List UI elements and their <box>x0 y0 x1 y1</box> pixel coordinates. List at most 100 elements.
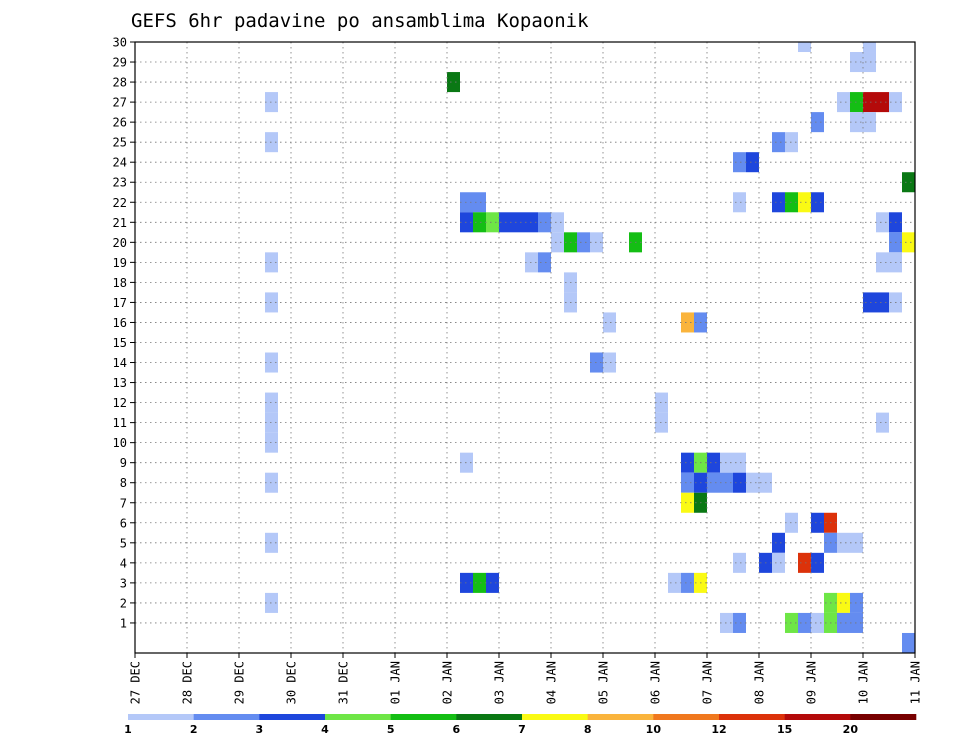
colorbar-label: 10 <box>646 723 662 736</box>
precip-cell <box>876 92 889 113</box>
x-tick-label: 05 JAN <box>597 661 611 704</box>
precip-cell <box>811 112 824 133</box>
y-tick-label: 12 <box>113 396 127 410</box>
precip-cell <box>876 252 889 273</box>
precip-cell <box>603 352 616 373</box>
precip-cell <box>837 592 850 613</box>
y-tick-label: 20 <box>113 236 127 250</box>
precip-cell <box>772 552 785 573</box>
colorbar-swatch <box>850 714 917 720</box>
precip-cell <box>876 212 889 233</box>
precip-cell <box>863 112 876 133</box>
precip-cell <box>603 312 616 333</box>
precip-cell <box>733 192 746 213</box>
precip-cell <box>733 472 746 493</box>
colorbar-swatch <box>259 714 326 720</box>
precip-cell <box>876 292 889 313</box>
x-tick-label: 07 JAN <box>701 661 715 704</box>
precip-cell <box>538 212 551 233</box>
grid-lines <box>135 42 915 653</box>
precip-cell <box>902 632 915 653</box>
precip-cell <box>876 412 889 433</box>
precip-cell <box>837 612 850 633</box>
precip-cell <box>681 312 694 333</box>
y-tick-label: 26 <box>113 116 127 130</box>
y-tick-label: 29 <box>113 56 127 70</box>
colorbar-swatch <box>390 714 457 720</box>
precipitation-cells <box>265 42 915 653</box>
precip-cell <box>811 552 824 573</box>
y-tick-label: 14 <box>113 356 127 370</box>
colorbar-label: 3 <box>256 723 264 736</box>
y-tick-label: 8 <box>120 476 127 490</box>
precip-cell <box>447 72 460 93</box>
y-axis: 1234567891011121314151617181920212223242… <box>113 36 135 630</box>
y-tick-label: 2 <box>120 596 127 610</box>
y-tick-label: 28 <box>113 76 127 90</box>
colorbar-label: 4 <box>321 723 329 736</box>
precip-cell <box>798 552 811 573</box>
precip-cell <box>772 132 785 153</box>
precip-cell <box>772 532 785 553</box>
x-tick-label: 03 JAN <box>493 661 507 704</box>
colorbar-swatch <box>128 714 194 720</box>
precip-cell <box>681 472 694 493</box>
precip-cell <box>902 172 915 193</box>
y-tick-label: 1 <box>120 616 127 630</box>
precip-cell <box>863 292 876 313</box>
y-tick-label: 25 <box>113 136 127 150</box>
precip-cell <box>811 612 824 633</box>
colorbar-swatch <box>193 714 260 720</box>
colorbar-label: 20 <box>843 723 859 736</box>
x-tick-label: 09 JAN <box>805 661 819 704</box>
y-tick-label: 10 <box>113 436 127 450</box>
chart-title: GEFS 6hr padavine po ansamblima Kopaonik <box>131 10 589 32</box>
precip-cell <box>486 212 499 233</box>
colorbar-swatch <box>719 714 785 720</box>
y-tick-label: 5 <box>120 536 127 550</box>
y-tick-label: 30 <box>113 36 127 50</box>
x-tick-label: 04 JAN <box>545 661 559 704</box>
x-tick-label: 02 JAN <box>441 661 455 704</box>
precip-cell <box>473 572 486 593</box>
colorbar-label: 12 <box>711 723 726 736</box>
y-tick-label: 18 <box>113 276 127 290</box>
colorbar-label: 7 <box>518 723 526 736</box>
y-tick-label: 3 <box>120 576 127 590</box>
colorbar-label: 2 <box>190 723 198 736</box>
y-tick-label: 9 <box>120 456 127 470</box>
y-tick-label: 21 <box>113 216 127 230</box>
precip-cell <box>798 612 811 633</box>
precip-cell <box>772 192 785 213</box>
y-tick-label: 13 <box>113 376 127 390</box>
x-tick-label: 30 DEC <box>285 661 299 704</box>
precip-cell <box>811 192 824 213</box>
precip-cell <box>837 532 850 553</box>
x-tick-label: 28 DEC <box>181 661 195 704</box>
colorbar-swatch <box>522 714 588 720</box>
precip-cell <box>798 192 811 213</box>
y-tick-label: 6 <box>120 516 127 530</box>
precip-cell <box>863 52 876 73</box>
precip-cell <box>811 512 824 533</box>
precip-cell <box>538 252 551 273</box>
precip-cell <box>473 192 486 213</box>
y-tick-label: 17 <box>113 296 127 310</box>
y-tick-label: 15 <box>113 336 127 350</box>
precip-cell <box>902 232 915 253</box>
x-tick-label: 31 DEC <box>337 661 351 704</box>
precip-cell <box>733 612 746 633</box>
x-tick-label: 01 JAN <box>389 661 403 704</box>
precip-cell <box>837 92 850 113</box>
colorbar-swatch <box>784 714 851 720</box>
precip-cell <box>668 572 681 593</box>
colorbar-label: 1 <box>124 723 132 736</box>
precip-cell <box>473 212 486 233</box>
precip-cell <box>798 42 811 53</box>
x-axis: 27 DEC 28 DEC 29 DEC 30 DEC 31 DEC 01 JAN 02 J… <box>129 653 923 704</box>
x-tick-label: 11 JAN <box>909 661 923 704</box>
y-tick-label: 4 <box>120 556 127 570</box>
y-tick-label: 24 <box>113 156 127 170</box>
precip-cell <box>681 572 694 593</box>
precip-cell <box>681 452 694 473</box>
